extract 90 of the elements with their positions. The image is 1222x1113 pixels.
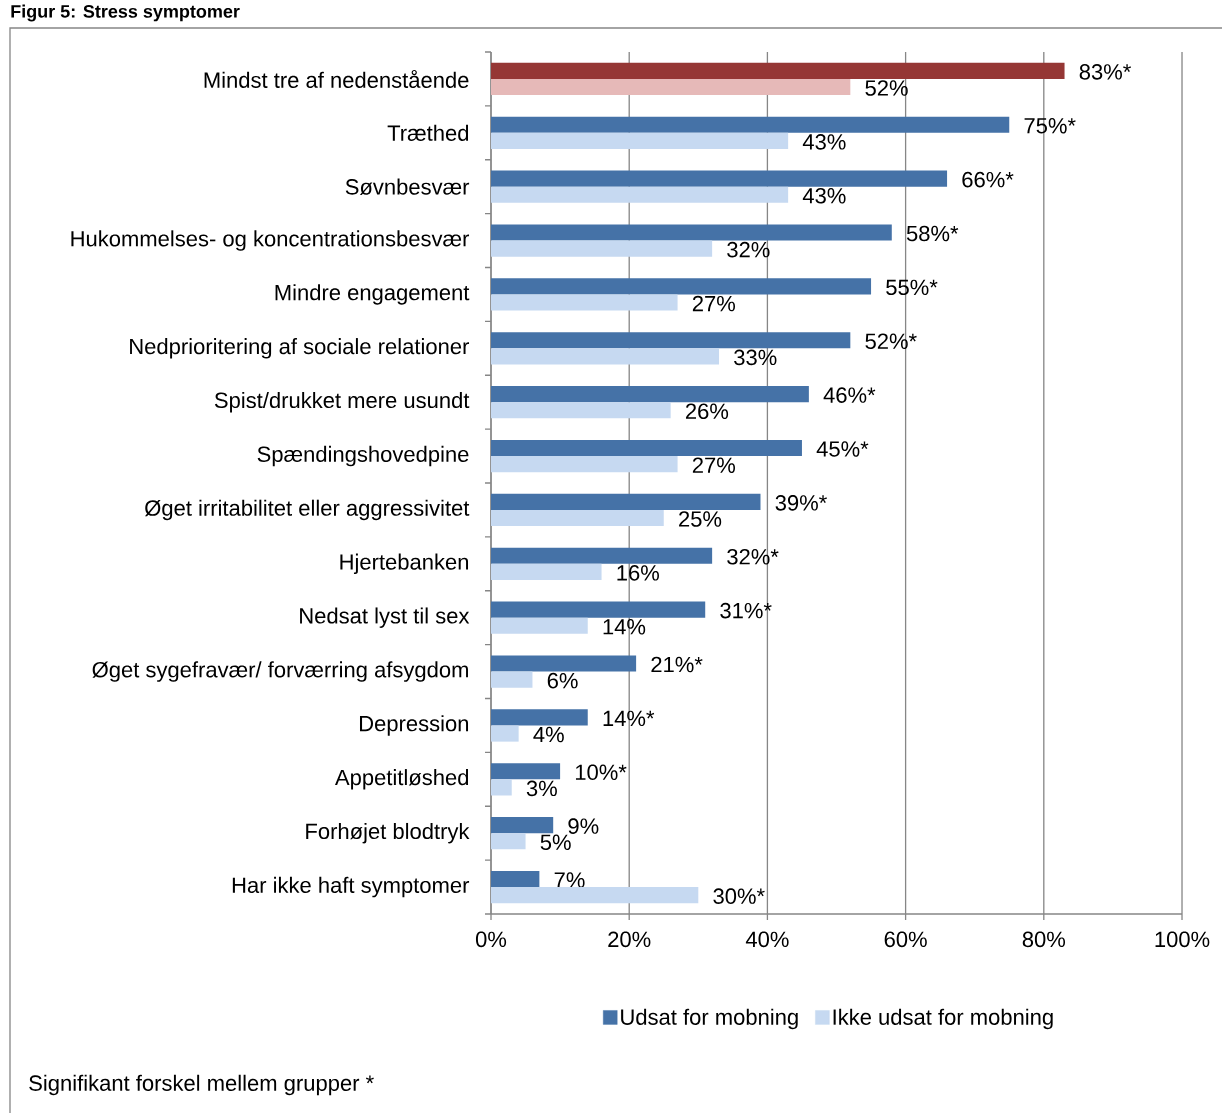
data-label: 14% [603, 619, 646, 635]
bar [491, 278, 872, 295]
data-label: 83%* [1079, 64, 1131, 80]
bar [491, 671, 533, 688]
bar [491, 655, 637, 672]
data-label: 39%* [775, 495, 827, 511]
bar [491, 439, 802, 457]
data-label: 21%* [651, 656, 703, 673]
data-label: 10%* [575, 764, 627, 781]
bar [491, 601, 706, 618]
bar [491, 240, 713, 257]
y-tick-label: Træthed [387, 124, 469, 141]
data-label: 27% [692, 457, 736, 473]
y-tick-label: Mindre engagement [275, 284, 470, 305]
y-tick-label: Spist/drukket mere usundt [214, 391, 470, 413]
bar [491, 725, 519, 742]
bar [491, 186, 789, 203]
data-label: 6% [547, 672, 578, 689]
data-label: 32% [727, 241, 770, 258]
text: Figur 5: Stress symptomer [11, 4, 240, 22]
y-tick-label: Hukommelses- og koncentrationsbesvær [71, 230, 470, 251]
data-label: 7% [554, 872, 585, 888]
data-label: 31%* [720, 602, 772, 619]
bar [491, 170, 948, 187]
bar [491, 348, 720, 365]
data-label: 43% [802, 134, 846, 150]
bar [491, 116, 1010, 133]
data-label: 26% [685, 403, 729, 420]
bar [491, 78, 851, 96]
bar [491, 887, 699, 904]
data-label: 25% [679, 511, 722, 527]
y-tick-label: Depression [359, 715, 469, 736]
bar [491, 617, 588, 634]
data-label: 46%* [823, 387, 876, 403]
bar [491, 817, 554, 834]
data-label: 27% [692, 295, 736, 312]
bar [491, 709, 588, 726]
data-label: 43% [802, 187, 846, 204]
y-tick-label: Nedsat lyst til sex [300, 607, 470, 628]
y-tick-label: Mindst tre af nedenstående [204, 69, 469, 88]
x-tick-label: 100% [1155, 931, 1210, 948]
bar [491, 779, 512, 796]
y-tick-label: Hjertebanken [340, 553, 469, 575]
y-tick-label: Har ikke haft symptomer [232, 876, 470, 898]
bar [491, 509, 664, 527]
bar [491, 547, 713, 564]
x-tick-label: 0% [475, 931, 507, 948]
bar [491, 763, 561, 780]
data-label: 55%* [886, 279, 938, 296]
data-label: 45%* [816, 441, 869, 457]
x-tick-label: 40% [745, 931, 789, 948]
bar [491, 132, 789, 149]
data-label: 9% [568, 818, 599, 834]
y-tick-label: Appetitløshed [334, 769, 469, 790]
legend-label: Ikke udsat for mobning [833, 1008, 1053, 1030]
data-label: 30%* [713, 888, 765, 904]
legend-label: Udsat for mobning [621, 1008, 798, 1030]
y-tick-label: Nedprioritering af sociale relationer [130, 338, 470, 359]
data-label: 14%* [603, 710, 655, 727]
bar [491, 833, 526, 850]
y-tick-label: Øget sygefravær/ forværring afsygdom [92, 661, 468, 682]
bar [491, 386, 809, 403]
bar [491, 402, 671, 419]
bar [491, 224, 892, 241]
data-label: 3% [526, 780, 557, 797]
bar [491, 870, 540, 888]
bar [491, 563, 602, 580]
data-label: 5% [540, 834, 571, 851]
text: Signifikant forskel mellem grupper * [29, 1074, 374, 1096]
data-label: 32%* [727, 548, 779, 565]
data-label: 66%* [962, 171, 1014, 188]
data-label: 52%* [865, 333, 917, 350]
data-label: 52% [865, 80, 908, 96]
x-tick-label: 20% [608, 931, 651, 948]
bar [491, 456, 678, 473]
data-label: 4% [533, 726, 564, 743]
data-label: 33% [734, 349, 777, 366]
bar [491, 493, 761, 510]
bar [491, 294, 678, 311]
data-label: 75%* [1024, 118, 1076, 134]
data-label: 58%* [906, 225, 959, 242]
x-tick-label: 80% [1022, 931, 1066, 948]
y-tick-label: Øget irritabilitet eller aggressivitet [144, 499, 470, 521]
y-tick-label: Søvnbesvær [345, 178, 470, 195]
y-tick-label: Forhøjet blodtryk [306, 822, 470, 844]
y-tick-label: Spændingshovedpine [257, 445, 469, 467]
data-label: 16% [617, 565, 659, 581]
bar [491, 62, 1065, 79]
bar [491, 332, 851, 349]
x-tick-label: 60% [884, 931, 927, 948]
